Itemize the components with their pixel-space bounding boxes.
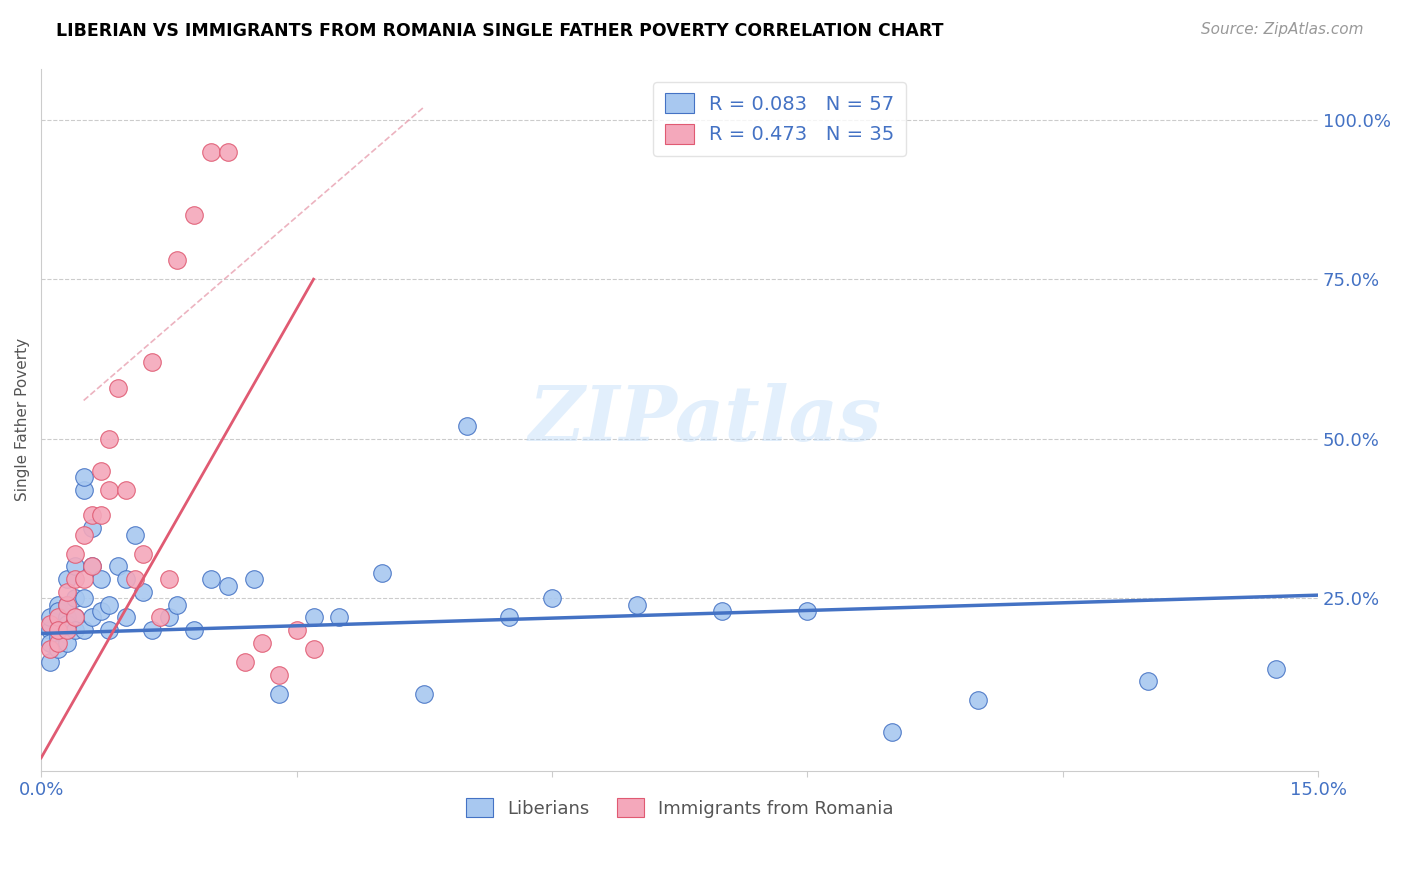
Point — [157, 572, 180, 586]
Point — [46, 624, 69, 638]
Point — [302, 610, 325, 624]
Point — [38, 636, 60, 650]
Point — [38, 616, 60, 631]
Text: ZIPatlas: ZIPatlas — [529, 383, 882, 457]
Point — [46, 636, 69, 650]
Point — [55, 598, 77, 612]
Point — [82, 521, 104, 535]
Point — [82, 610, 104, 624]
Point — [166, 598, 188, 612]
Text: Source: ZipAtlas.com: Source: ZipAtlas.com — [1201, 22, 1364, 37]
Point — [73, 527, 96, 541]
Point — [73, 483, 96, 497]
Point — [124, 572, 146, 586]
Point — [55, 598, 77, 612]
Point — [55, 624, 77, 638]
Point — [1136, 674, 1159, 689]
Point — [82, 559, 104, 574]
Point — [46, 624, 69, 638]
Point — [966, 693, 988, 707]
Point — [413, 687, 436, 701]
Point — [200, 145, 222, 159]
Point — [124, 527, 146, 541]
Point — [285, 624, 308, 638]
Point — [98, 598, 121, 612]
Point — [626, 598, 648, 612]
Point — [63, 572, 86, 586]
Point — [498, 610, 520, 624]
Point — [82, 508, 104, 523]
Point — [252, 636, 274, 650]
Point — [115, 572, 138, 586]
Point — [55, 624, 77, 638]
Point — [98, 483, 121, 497]
Point — [46, 630, 69, 644]
Point — [90, 604, 112, 618]
Point — [141, 355, 163, 369]
Point — [46, 598, 69, 612]
Point — [269, 687, 291, 701]
Y-axis label: Single Father Poverty: Single Father Poverty — [15, 338, 30, 501]
Point — [55, 585, 77, 599]
Point — [132, 585, 155, 599]
Point — [796, 604, 818, 618]
Point — [456, 419, 478, 434]
Point — [243, 572, 266, 586]
Point — [90, 464, 112, 478]
Point — [46, 604, 69, 618]
Point — [183, 208, 205, 222]
Point — [217, 145, 239, 159]
Point — [166, 253, 188, 268]
Point — [55, 616, 77, 631]
Point — [55, 572, 77, 586]
Point — [217, 578, 239, 592]
Legend: Liberians, Immigrants from Romania: Liberians, Immigrants from Romania — [458, 791, 901, 825]
Point — [1264, 662, 1286, 676]
Point — [141, 624, 163, 638]
Point — [90, 572, 112, 586]
Point — [711, 604, 734, 618]
Point — [38, 642, 60, 657]
Point — [269, 668, 291, 682]
Point — [63, 610, 86, 624]
Point — [98, 624, 121, 638]
Point — [73, 591, 96, 606]
Point — [90, 508, 112, 523]
Point — [46, 610, 69, 624]
Point — [63, 559, 86, 574]
Point — [38, 610, 60, 624]
Point — [183, 624, 205, 638]
Point — [149, 610, 172, 624]
Point — [107, 381, 129, 395]
Point — [98, 432, 121, 446]
Point — [46, 642, 69, 657]
Point — [200, 572, 222, 586]
Point — [235, 655, 257, 669]
Point — [115, 610, 138, 624]
Point — [63, 547, 86, 561]
Point — [370, 566, 392, 580]
Point — [82, 559, 104, 574]
Point — [55, 610, 77, 624]
Point — [882, 725, 904, 739]
Point — [132, 547, 155, 561]
Point — [63, 624, 86, 638]
Point — [38, 624, 60, 638]
Point — [157, 610, 180, 624]
Text: LIBERIAN VS IMMIGRANTS FROM ROMANIA SINGLE FATHER POVERTY CORRELATION CHART: LIBERIAN VS IMMIGRANTS FROM ROMANIA SING… — [56, 22, 943, 40]
Point — [38, 655, 60, 669]
Point — [63, 610, 86, 624]
Point — [107, 559, 129, 574]
Point — [55, 636, 77, 650]
Point — [302, 642, 325, 657]
Point — [63, 591, 86, 606]
Point — [328, 610, 350, 624]
Point — [73, 624, 96, 638]
Point — [541, 591, 564, 606]
Point — [115, 483, 138, 497]
Point — [73, 572, 96, 586]
Point — [73, 470, 96, 484]
